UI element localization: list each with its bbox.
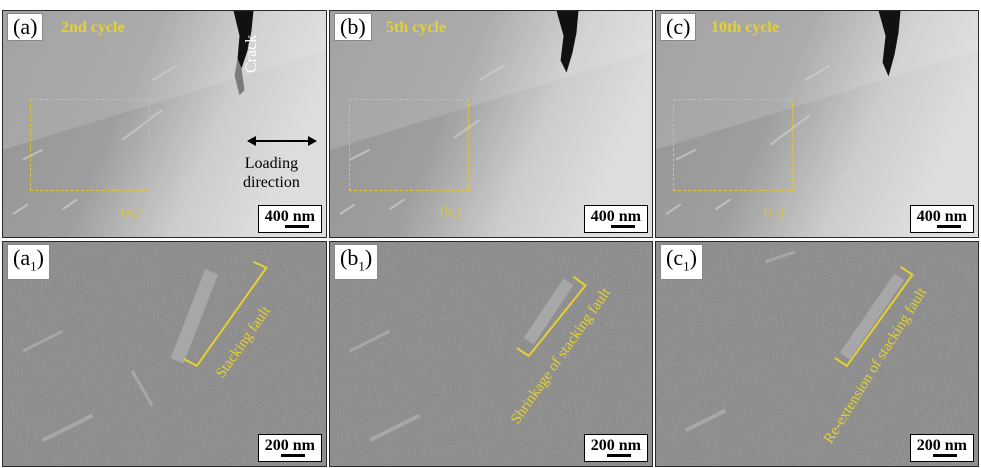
tem-image-a1 xyxy=(3,242,326,466)
loading-direction-label: Loading direction xyxy=(243,155,300,191)
zoom-label-a1: (a1) xyxy=(121,205,142,222)
zoom-box-b xyxy=(349,99,469,191)
panel-label-b1: (b1) xyxy=(334,244,379,281)
scale-bar-c1: 200 nm xyxy=(909,434,974,462)
tem-image-a xyxy=(3,11,326,237)
tem-image-c xyxy=(656,11,978,237)
scale-bar-b: 400 nm xyxy=(583,205,648,233)
cycle-label-b: 5th cycle xyxy=(386,19,446,36)
scale-bar-c: 400 nm xyxy=(909,205,974,233)
cycle-label-a: 2nd cycle xyxy=(61,19,125,36)
panel-label-a1: (a1) xyxy=(7,244,50,281)
panel-label-b: (b) xyxy=(334,13,372,41)
scale-bar-a1: 200 nm xyxy=(257,434,322,462)
panel-c1: (c1) Re-extension of stacking fault 200 … xyxy=(655,241,979,467)
scale-bar-b1: 200 nm xyxy=(583,434,648,462)
panel-label-a: (a) xyxy=(7,13,44,41)
scale-bar-a: 400 nm xyxy=(257,205,322,233)
loading-arrow xyxy=(247,136,317,146)
zoom-label-b1: (b1) xyxy=(440,205,461,222)
cycle-label-c: 10th cycle xyxy=(711,19,779,36)
panel-c: (c) 10th cycle (c1) 400 nm xyxy=(655,10,979,238)
panel-b: (b) 5th cycle (b1) 400 nm xyxy=(329,10,653,238)
tem-image-b xyxy=(330,11,652,237)
crack-label: Crack xyxy=(243,34,260,73)
panel-b1: (b1) Shrinkage of stacking fault 200 nm xyxy=(329,241,653,467)
panel-a1: (a1) Stacking fault 200 nm xyxy=(2,241,327,467)
panel-label-c: (c) xyxy=(660,13,697,41)
panel-label-c1: (c1) xyxy=(660,244,703,281)
zoom-label-c1: (c1) xyxy=(764,205,785,222)
tem-image-c1 xyxy=(656,242,978,466)
zoom-box-c xyxy=(673,99,793,191)
tem-image-b1 xyxy=(330,242,652,466)
panel-a: (a) 2nd cycle (a1) Crack Loading directio… xyxy=(2,10,327,238)
zoom-box-a xyxy=(30,99,150,191)
